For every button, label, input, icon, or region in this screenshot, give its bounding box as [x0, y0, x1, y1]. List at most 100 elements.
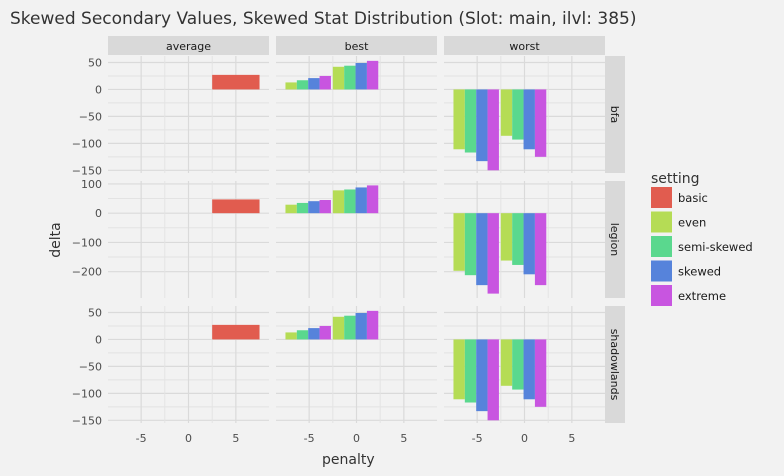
x-tick-label: 0 [353, 432, 360, 445]
bar-extreme [534, 213, 547, 286]
bar-even [500, 89, 513, 136]
bar-extreme [487, 213, 499, 294]
y-tick-label: −150 [72, 164, 102, 177]
y-tick-label: −200 [72, 266, 102, 279]
x-tick-label: 0 [185, 432, 192, 445]
bar-even [332, 66, 345, 90]
strip-worst [444, 36, 605, 55]
bar-even [500, 213, 513, 261]
bar-extreme [319, 200, 331, 214]
y-tick-label: −100 [72, 236, 102, 249]
bar-skewed [476, 339, 488, 412]
bar-semi-skewed [512, 213, 524, 265]
bar-even [285, 332, 297, 340]
bar-extreme [366, 185, 379, 214]
strip-bfa [605, 56, 625, 173]
strip-best [276, 36, 437, 55]
legend-swatch-skewed [651, 260, 672, 282]
bar-semi-skewed [344, 189, 356, 214]
bar-skewed [355, 187, 367, 214]
bar-skewed [308, 328, 320, 340]
bar-extreme [487, 339, 499, 421]
strip-label: average [166, 40, 211, 53]
y-axis-title: delta [48, 222, 64, 257]
x-tick-label: 0 [521, 432, 528, 445]
bar-extreme [366, 310, 379, 340]
y-tick-label: 50 [88, 306, 102, 319]
legend-label: skewed [678, 265, 721, 279]
y-tick-label: 0 [95, 83, 102, 96]
legend-swatch-semi-skewed [651, 236, 672, 257]
bar-even [332, 190, 345, 214]
chart-title: Skewed Secondary Values, Skewed Stat Dis… [10, 9, 636, 29]
bar-skewed [355, 313, 367, 340]
bar-skewed [355, 63, 367, 90]
bar-extreme [319, 325, 331, 340]
x-tick-label: -5 [304, 432, 315, 445]
bar-extreme [534, 339, 547, 407]
bar-basic [212, 199, 260, 214]
legend-swatch-even [651, 211, 672, 233]
bar-even [332, 316, 345, 340]
bar-skewed [308, 201, 320, 214]
bar-skewed [476, 213, 488, 286]
y-tick-label: −100 [72, 387, 102, 400]
bar-even [285, 204, 297, 214]
legend: basic even semi-skewed skewed extreme [651, 187, 753, 306]
strip-label: worst [509, 40, 540, 53]
strip-legion [605, 181, 625, 298]
x-tick-label: -5 [136, 432, 147, 445]
bar-basic [212, 324, 260, 340]
bar-even [453, 213, 465, 271]
y-tick-label: 100 [81, 178, 102, 191]
legend-label: extreme [678, 289, 726, 303]
legend-label: even [678, 216, 706, 230]
bar-extreme [366, 60, 379, 90]
y-tick-label: −50 [79, 110, 102, 123]
bar-even [500, 339, 513, 386]
strip-label: bfa [608, 106, 621, 124]
y-tick-label: 0 [95, 333, 102, 346]
bar-semi-skewed [464, 89, 477, 153]
bar-extreme [534, 89, 547, 157]
bar-skewed [308, 78, 320, 90]
bar-even [453, 339, 465, 400]
y-tick-label: −100 [72, 137, 102, 150]
strip-average [108, 36, 269, 55]
y-tick-label: −50 [79, 360, 102, 373]
x-tick-label: 5 [400, 432, 407, 445]
legend-label: semi-skewed [678, 240, 753, 254]
y-tick-label: −150 [72, 414, 102, 427]
facet-panels: average best worstbfalegionshadowlands500−… [72, 36, 625, 445]
x-tick-label: 5 [568, 432, 575, 445]
bar-semi-skewed [344, 65, 356, 90]
y-tick-label: 50 [88, 56, 102, 69]
bar-semi-skewed [296, 330, 309, 340]
bar-semi-skewed [464, 339, 477, 403]
x-tick-label: 5 [232, 432, 239, 445]
strip-label: legion [608, 223, 621, 257]
legend-swatch-extreme [651, 285, 672, 306]
bar-semi-skewed [296, 80, 309, 90]
bar-basic [212, 74, 260, 90]
bar-skewed [476, 89, 488, 162]
legend-swatch-basic [651, 187, 672, 208]
bar-semi-skewed [296, 202, 309, 214]
strip-shadowlands [605, 306, 625, 423]
legend-label: basic [678, 191, 708, 205]
bar-extreme [487, 89, 499, 171]
legend-title: setting [651, 171, 700, 187]
bar-even [285, 82, 297, 90]
bar-skewed [523, 213, 535, 275]
bar-semi-skewed [464, 213, 477, 276]
bar-semi-skewed [512, 339, 524, 390]
bar-semi-skewed [344, 315, 356, 340]
strip-label: shadowlands [608, 329, 621, 401]
y-tick-label: 0 [95, 207, 102, 220]
x-tick-label: -5 [472, 432, 483, 445]
bar-extreme [319, 75, 331, 90]
x-axis-title: penalty [322, 452, 375, 468]
bar-skewed [523, 339, 535, 400]
bar-even [453, 89, 465, 150]
